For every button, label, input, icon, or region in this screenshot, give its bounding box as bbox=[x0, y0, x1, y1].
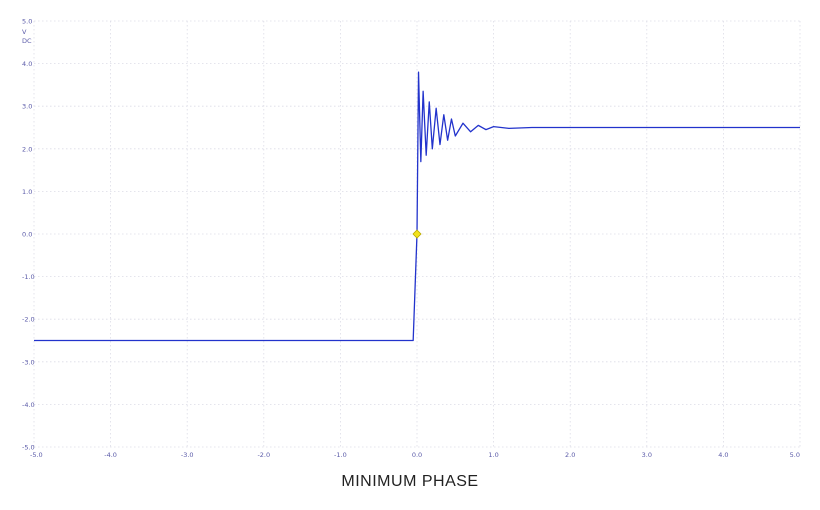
y-unit-volts: V bbox=[22, 28, 27, 36]
y-tick-label: 0.0 bbox=[22, 231, 32, 239]
y-tick-label: 4.0 bbox=[22, 60, 32, 68]
y-tick-label: -3.0 bbox=[22, 358, 35, 366]
y-tick-label: 1.0 bbox=[22, 188, 32, 196]
x-tick-label: 3.0 bbox=[642, 451, 652, 459]
y-tick-label: 3.0 bbox=[22, 103, 32, 111]
chart-caption: MINIMUM PHASE bbox=[341, 473, 479, 490]
x-tick-label: 4.0 bbox=[718, 451, 728, 459]
step-response-chart: V DC 5.04.03.02.01.00.0-1.0-2.0-3.0-4.0-… bbox=[22, 18, 801, 459]
y-tick-label: -1.0 bbox=[22, 273, 35, 281]
y-tick-label: 2.0 bbox=[22, 145, 32, 153]
x-tick-label: -1.0 bbox=[334, 451, 347, 459]
y-tick-label: -5.0 bbox=[22, 444, 35, 452]
x-tick-label: 5.0 bbox=[790, 451, 800, 459]
x-tick-label: -4.0 bbox=[104, 451, 117, 459]
y-tick-label: -2.0 bbox=[22, 316, 35, 324]
y-unit-dc: DC bbox=[22, 37, 32, 45]
zero-crossing-marker bbox=[412, 229, 422, 239]
y-tick-label: -4.0 bbox=[22, 401, 35, 409]
y-axis-unit-labels: V DC bbox=[22, 28, 32, 45]
x-tick-label: -2.0 bbox=[257, 451, 270, 459]
x-tick-label: 0.0 bbox=[412, 451, 422, 459]
x-tick-label: 2.0 bbox=[565, 451, 575, 459]
x-axis-ticks: -5.0 -4.0 -3.0 -2.0 -1.0 0.0 1.0 2.0 3.0 4.0 5.0 bbox=[30, 451, 800, 459]
signal-trace bbox=[34, 71, 800, 342]
x-tick-label: 1.0 bbox=[488, 451, 498, 459]
y-tick-label: 5.0 bbox=[22, 18, 32, 26]
x-tick-label: -5.0 bbox=[30, 451, 43, 459]
x-tick-label: -3.0 bbox=[181, 451, 194, 459]
y-axis-ticks: 5.0 4.0 3.0 2.0 1.0 0.0 -1.0 -2.0 -3.0 -4.0 -5.0 bbox=[22, 18, 35, 452]
